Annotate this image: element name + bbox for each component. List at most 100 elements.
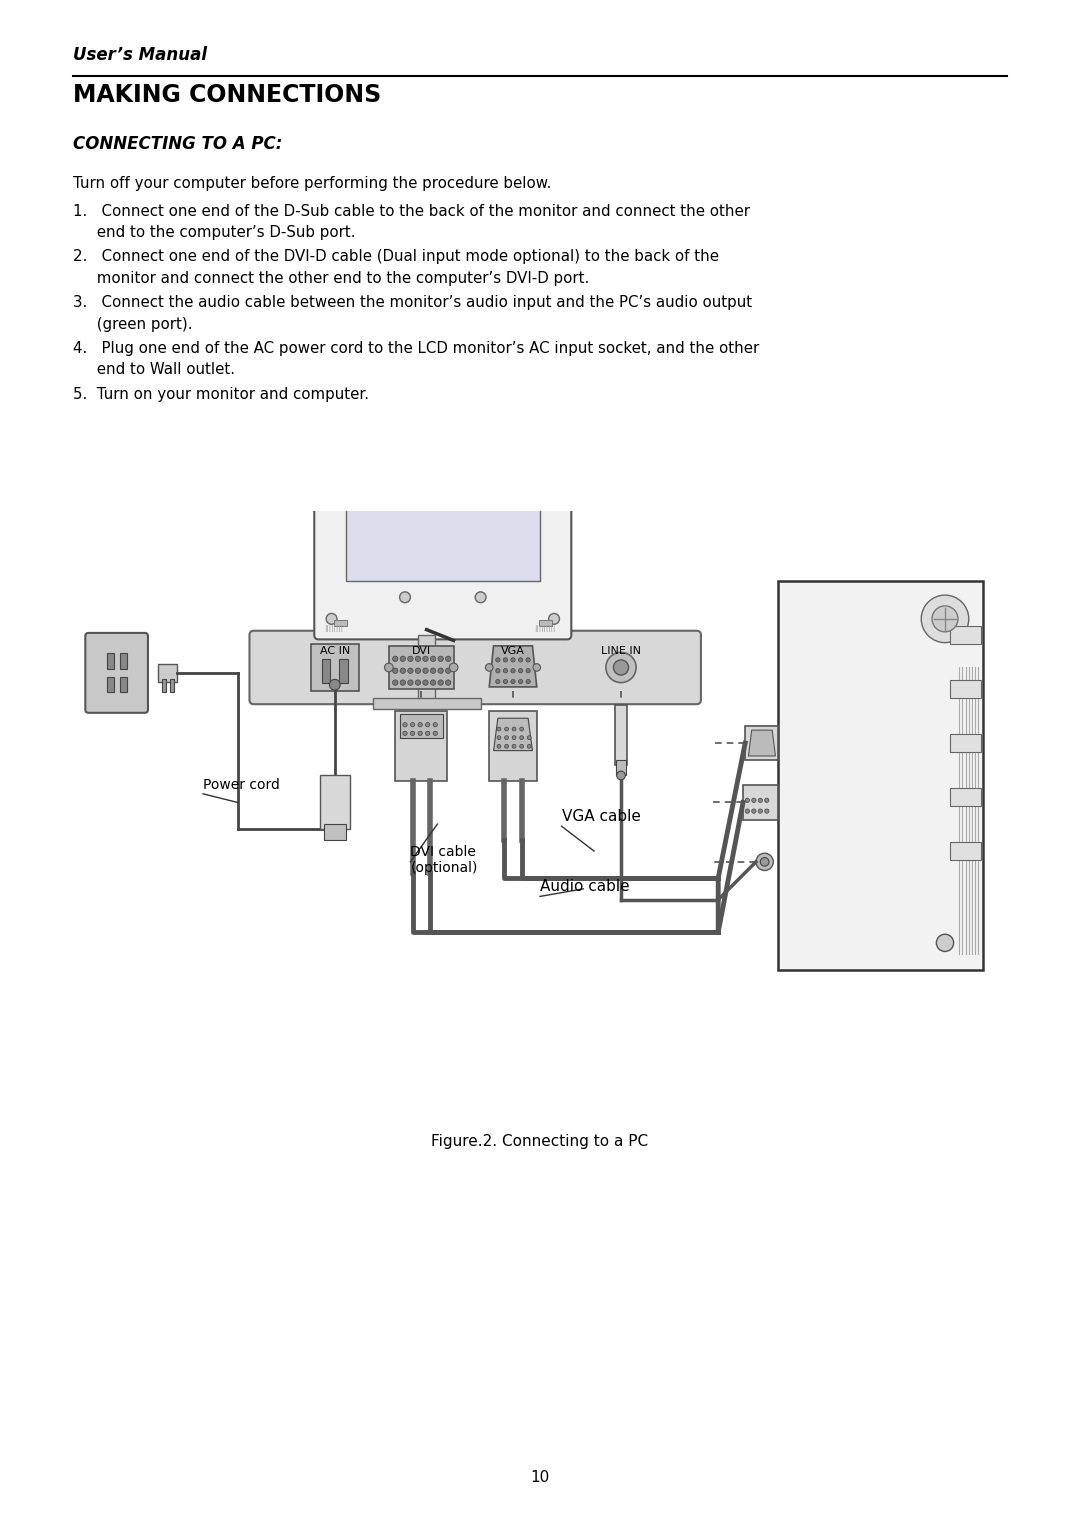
- Circle shape: [504, 735, 509, 740]
- Circle shape: [431, 656, 436, 662]
- Circle shape: [756, 853, 773, 871]
- Bar: [539, 620, 552, 626]
- Circle shape: [408, 656, 414, 662]
- Text: 2.   Connect one end of the DVI-D cable (Dual input mode optional) to the back o: 2. Connect one end of the DVI-D cable (D…: [73, 249, 719, 264]
- FancyBboxPatch shape: [314, 414, 571, 639]
- Text: |||||||||: |||||||||: [535, 625, 556, 631]
- Text: 1.   Connect one end of the D-Sub cable to the back of the monitor and connect t: 1. Connect one end of the D-Sub cable to…: [73, 203, 751, 219]
- Bar: [378, 432, 508, 440]
- Circle shape: [745, 808, 750, 813]
- Bar: [324, 824, 346, 840]
- Text: AC IN: AC IN: [320, 646, 350, 656]
- Bar: [389, 646, 454, 689]
- Text: Figure.2. Connecting to a PC: Figure.2. Connecting to a PC: [431, 1134, 649, 1149]
- Text: VGA: VGA: [501, 646, 525, 656]
- Bar: [743, 785, 778, 819]
- Circle shape: [446, 668, 451, 674]
- Bar: [616, 761, 626, 776]
- Text: LINE IN: LINE IN: [600, 646, 642, 656]
- Circle shape: [527, 735, 531, 740]
- Circle shape: [426, 723, 430, 727]
- Bar: [162, 680, 166, 692]
- Text: VGA cable: VGA cable: [562, 808, 640, 824]
- Bar: [489, 711, 537, 781]
- Bar: [950, 626, 981, 643]
- Circle shape: [519, 735, 524, 740]
- Circle shape: [613, 660, 629, 675]
- Polygon shape: [489, 646, 537, 688]
- Bar: [950, 842, 981, 860]
- Polygon shape: [494, 718, 532, 750]
- Circle shape: [401, 680, 406, 685]
- Polygon shape: [748, 730, 775, 756]
- Circle shape: [496, 657, 500, 662]
- Bar: [400, 714, 443, 738]
- Text: 4.   Plug one end of the AC power cord to the LCD monitor’s AC input socket, and: 4. Plug one end of the AC power cord to …: [73, 341, 759, 356]
- Circle shape: [438, 668, 444, 674]
- Circle shape: [752, 808, 756, 813]
- Circle shape: [497, 744, 501, 749]
- Text: end to the computer’s D-Sub port.: end to the computer’s D-Sub port.: [73, 225, 356, 240]
- Circle shape: [416, 668, 421, 674]
- Circle shape: [475, 591, 486, 602]
- Circle shape: [393, 680, 399, 685]
- Bar: [778, 581, 983, 970]
- Bar: [745, 726, 778, 761]
- Circle shape: [433, 723, 437, 727]
- Bar: [107, 677, 114, 692]
- Circle shape: [401, 656, 406, 662]
- Circle shape: [393, 668, 399, 674]
- Circle shape: [518, 657, 523, 662]
- Text: monitor and connect the other end to the computer’s DVI-D port.: monitor and connect the other end to the…: [73, 270, 590, 286]
- Bar: [950, 735, 981, 752]
- Bar: [120, 654, 127, 669]
- Bar: [322, 659, 330, 683]
- Circle shape: [519, 744, 524, 749]
- Circle shape: [423, 668, 428, 674]
- Circle shape: [519, 727, 524, 730]
- Circle shape: [758, 808, 762, 813]
- Text: DVI: DVI: [411, 646, 431, 656]
- Circle shape: [752, 798, 756, 802]
- Bar: [373, 698, 481, 709]
- Bar: [346, 451, 540, 581]
- Bar: [158, 665, 177, 681]
- Circle shape: [446, 680, 451, 685]
- Circle shape: [449, 663, 458, 672]
- Circle shape: [932, 607, 958, 631]
- Circle shape: [760, 857, 769, 866]
- Text: (optional): (optional): [410, 860, 477, 876]
- Circle shape: [921, 594, 969, 643]
- Circle shape: [393, 656, 399, 662]
- Circle shape: [503, 657, 508, 662]
- Circle shape: [606, 652, 636, 683]
- Text: end to Wall outlet.: end to Wall outlet.: [73, 362, 235, 377]
- Circle shape: [511, 669, 515, 672]
- Circle shape: [403, 723, 407, 727]
- Circle shape: [408, 680, 414, 685]
- Bar: [339, 659, 348, 683]
- Circle shape: [418, 732, 422, 735]
- Circle shape: [410, 723, 415, 727]
- Circle shape: [526, 680, 530, 683]
- Text: User’s Manual: User’s Manual: [73, 46, 207, 64]
- Circle shape: [433, 732, 437, 735]
- FancyBboxPatch shape: [85, 633, 148, 714]
- Circle shape: [497, 727, 501, 730]
- Circle shape: [534, 663, 541, 671]
- Bar: [615, 706, 627, 764]
- Circle shape: [496, 669, 500, 672]
- Circle shape: [438, 680, 444, 685]
- Circle shape: [410, 732, 415, 735]
- Circle shape: [745, 798, 750, 802]
- Bar: [418, 636, 435, 700]
- Circle shape: [329, 680, 340, 691]
- Circle shape: [765, 798, 769, 802]
- Circle shape: [418, 723, 422, 727]
- Circle shape: [512, 735, 516, 740]
- Circle shape: [504, 744, 509, 749]
- Circle shape: [408, 668, 414, 674]
- Circle shape: [527, 744, 531, 749]
- Circle shape: [497, 735, 501, 740]
- Circle shape: [512, 727, 516, 730]
